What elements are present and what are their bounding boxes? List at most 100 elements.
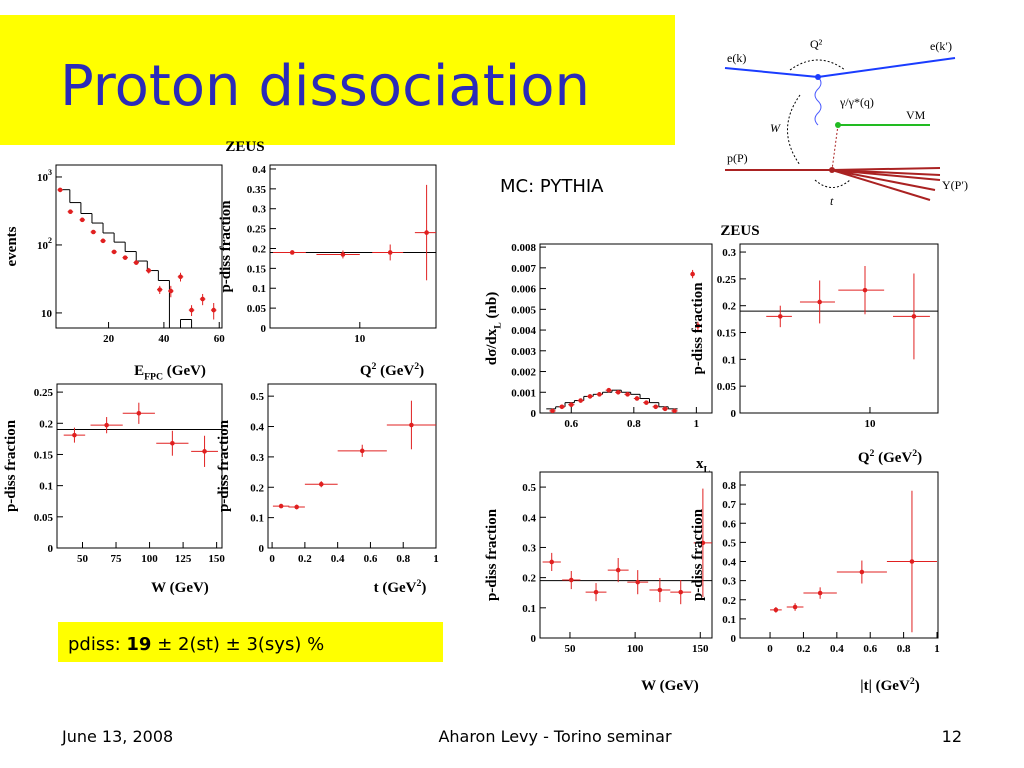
plot-area <box>57 187 217 328</box>
diagram-label: e(k) <box>727 51 746 65</box>
tick-base: 0.05 <box>717 381 737 393</box>
text-part: L <box>493 322 504 329</box>
y-tick-label: 0.3 <box>252 204 266 216</box>
footer-author: Aharon Levy - Torino seminar <box>438 727 672 746</box>
diagram-label: t <box>830 194 834 208</box>
x-tick-label: 0.8 <box>627 418 641 430</box>
text-part: pdiss: <box>68 634 126 655</box>
plot: 0 0.2 0.4 0.6 0.8 1 0 0.1 0.2 0.3 0.4 0.5 0.6 0.7 0.8 |… <box>690 471 940 694</box>
text-part: Q <box>360 363 372 379</box>
y-axis-label: p-diss fraction <box>3 419 19 512</box>
y-axis-label: p-diss fraction <box>690 282 706 375</box>
y-tick-label: 0.8 <box>722 480 736 492</box>
plot-area <box>540 488 712 605</box>
tick-base: 0.35 <box>247 184 267 196</box>
w-arc <box>787 94 801 166</box>
plot-frame <box>55 164 223 329</box>
y-tick-label: 0.005 <box>511 304 536 316</box>
tick-base: 0.25 <box>247 224 267 236</box>
plot-area <box>270 184 436 281</box>
text-part: 2 <box>912 448 917 459</box>
y-axis-label: p-diss fraction <box>216 419 232 512</box>
text-part: 2 <box>870 448 875 459</box>
x-axis-label: xL <box>696 456 711 476</box>
data-point <box>318 481 324 487</box>
data-point <box>615 567 621 573</box>
data-point <box>359 448 365 454</box>
plot-frame <box>269 164 437 329</box>
data-point <box>615 389 621 395</box>
y-tick-label: 0 <box>48 543 54 555</box>
x-tick-label: 60 <box>214 333 226 345</box>
tick-base: 0 <box>261 323 267 335</box>
data-point <box>133 260 139 265</box>
electron-line <box>817 57 956 78</box>
tick-base: 10 <box>37 240 49 252</box>
data-point <box>91 229 96 235</box>
feynman-diagram <box>724 57 956 201</box>
tick-base: 0.5 <box>522 482 536 494</box>
data-point <box>122 255 128 260</box>
plot-area <box>546 269 701 413</box>
tick-base: 0.001 <box>511 387 536 399</box>
tick-base: 0.004 <box>511 325 536 337</box>
plot-frame <box>539 243 713 414</box>
x-tick-label: 1 <box>934 643 940 655</box>
y-axis-label: events <box>4 226 20 266</box>
result-text: pdiss: 19 ± 2(st) ± 3(sys) % <box>68 634 324 655</box>
tick-base: 0.2 <box>722 595 736 607</box>
text-part: ) <box>419 363 424 379</box>
data-point <box>211 307 216 313</box>
title-box <box>0 15 675 145</box>
x-tick-label: 10 <box>864 418 876 430</box>
y-tick-label: 0 <box>731 633 737 645</box>
data-point <box>653 404 659 410</box>
text-part: p-diss fraction <box>484 508 500 601</box>
y-axis-label: dσ/dxL (nb) <box>484 292 504 365</box>
x-tick-label: 0.8 <box>897 643 911 655</box>
data-point <box>568 577 574 583</box>
x-tick-label: 100 <box>627 643 644 655</box>
mc-label: MC: PYTHIA <box>500 176 604 197</box>
plot-frame <box>539 471 713 639</box>
y-tick-label: 0.2 <box>722 301 736 313</box>
data-point <box>587 394 593 399</box>
tick-base: 0.15 <box>34 449 54 461</box>
y-tick-label: 0.002 <box>511 367 536 379</box>
tick-base: 0.3 <box>722 576 736 588</box>
data-point <box>678 589 684 595</box>
y-tick-label: 102 <box>37 236 52 252</box>
tick-base: 0.002 <box>511 367 536 379</box>
tick-base: 0.3 <box>250 452 264 464</box>
text-part: p-diss fraction <box>690 508 706 601</box>
tick-base: 0.1 <box>522 603 536 615</box>
plot-area <box>57 402 222 467</box>
y-tick-label: 0.4 <box>250 422 264 434</box>
vertex <box>829 167 835 173</box>
y-tick-label: 0.15 <box>717 328 737 340</box>
text-part: p-diss fraction <box>218 200 234 293</box>
x-tick-label: 50 <box>564 643 576 655</box>
y-tick-label: 0.006 <box>511 284 536 296</box>
electron-line <box>724 67 819 78</box>
tick-base: 0.003 <box>511 346 536 358</box>
y-axis-label: p-diss fraction <box>690 508 706 601</box>
tick-base: 0.15 <box>717 328 737 340</box>
data-point <box>606 387 612 393</box>
data-point <box>672 408 677 413</box>
y-tick-label: 0.3 <box>722 247 736 259</box>
text-part: ± 2(st) ± 3(sys) % <box>151 634 324 655</box>
text-part: ) <box>915 678 920 694</box>
y-tick-label: 0.1 <box>722 354 736 366</box>
diagram-label: VM <box>906 108 926 122</box>
text-part: FPC <box>144 372 163 383</box>
tick-base: 0.3 <box>522 542 536 554</box>
data-point <box>68 209 73 215</box>
text-part: 19 <box>126 634 151 655</box>
y-tick-label: 0.15 <box>34 449 54 461</box>
data-point <box>909 559 915 564</box>
x-tick-label: 0.6 <box>564 418 578 430</box>
